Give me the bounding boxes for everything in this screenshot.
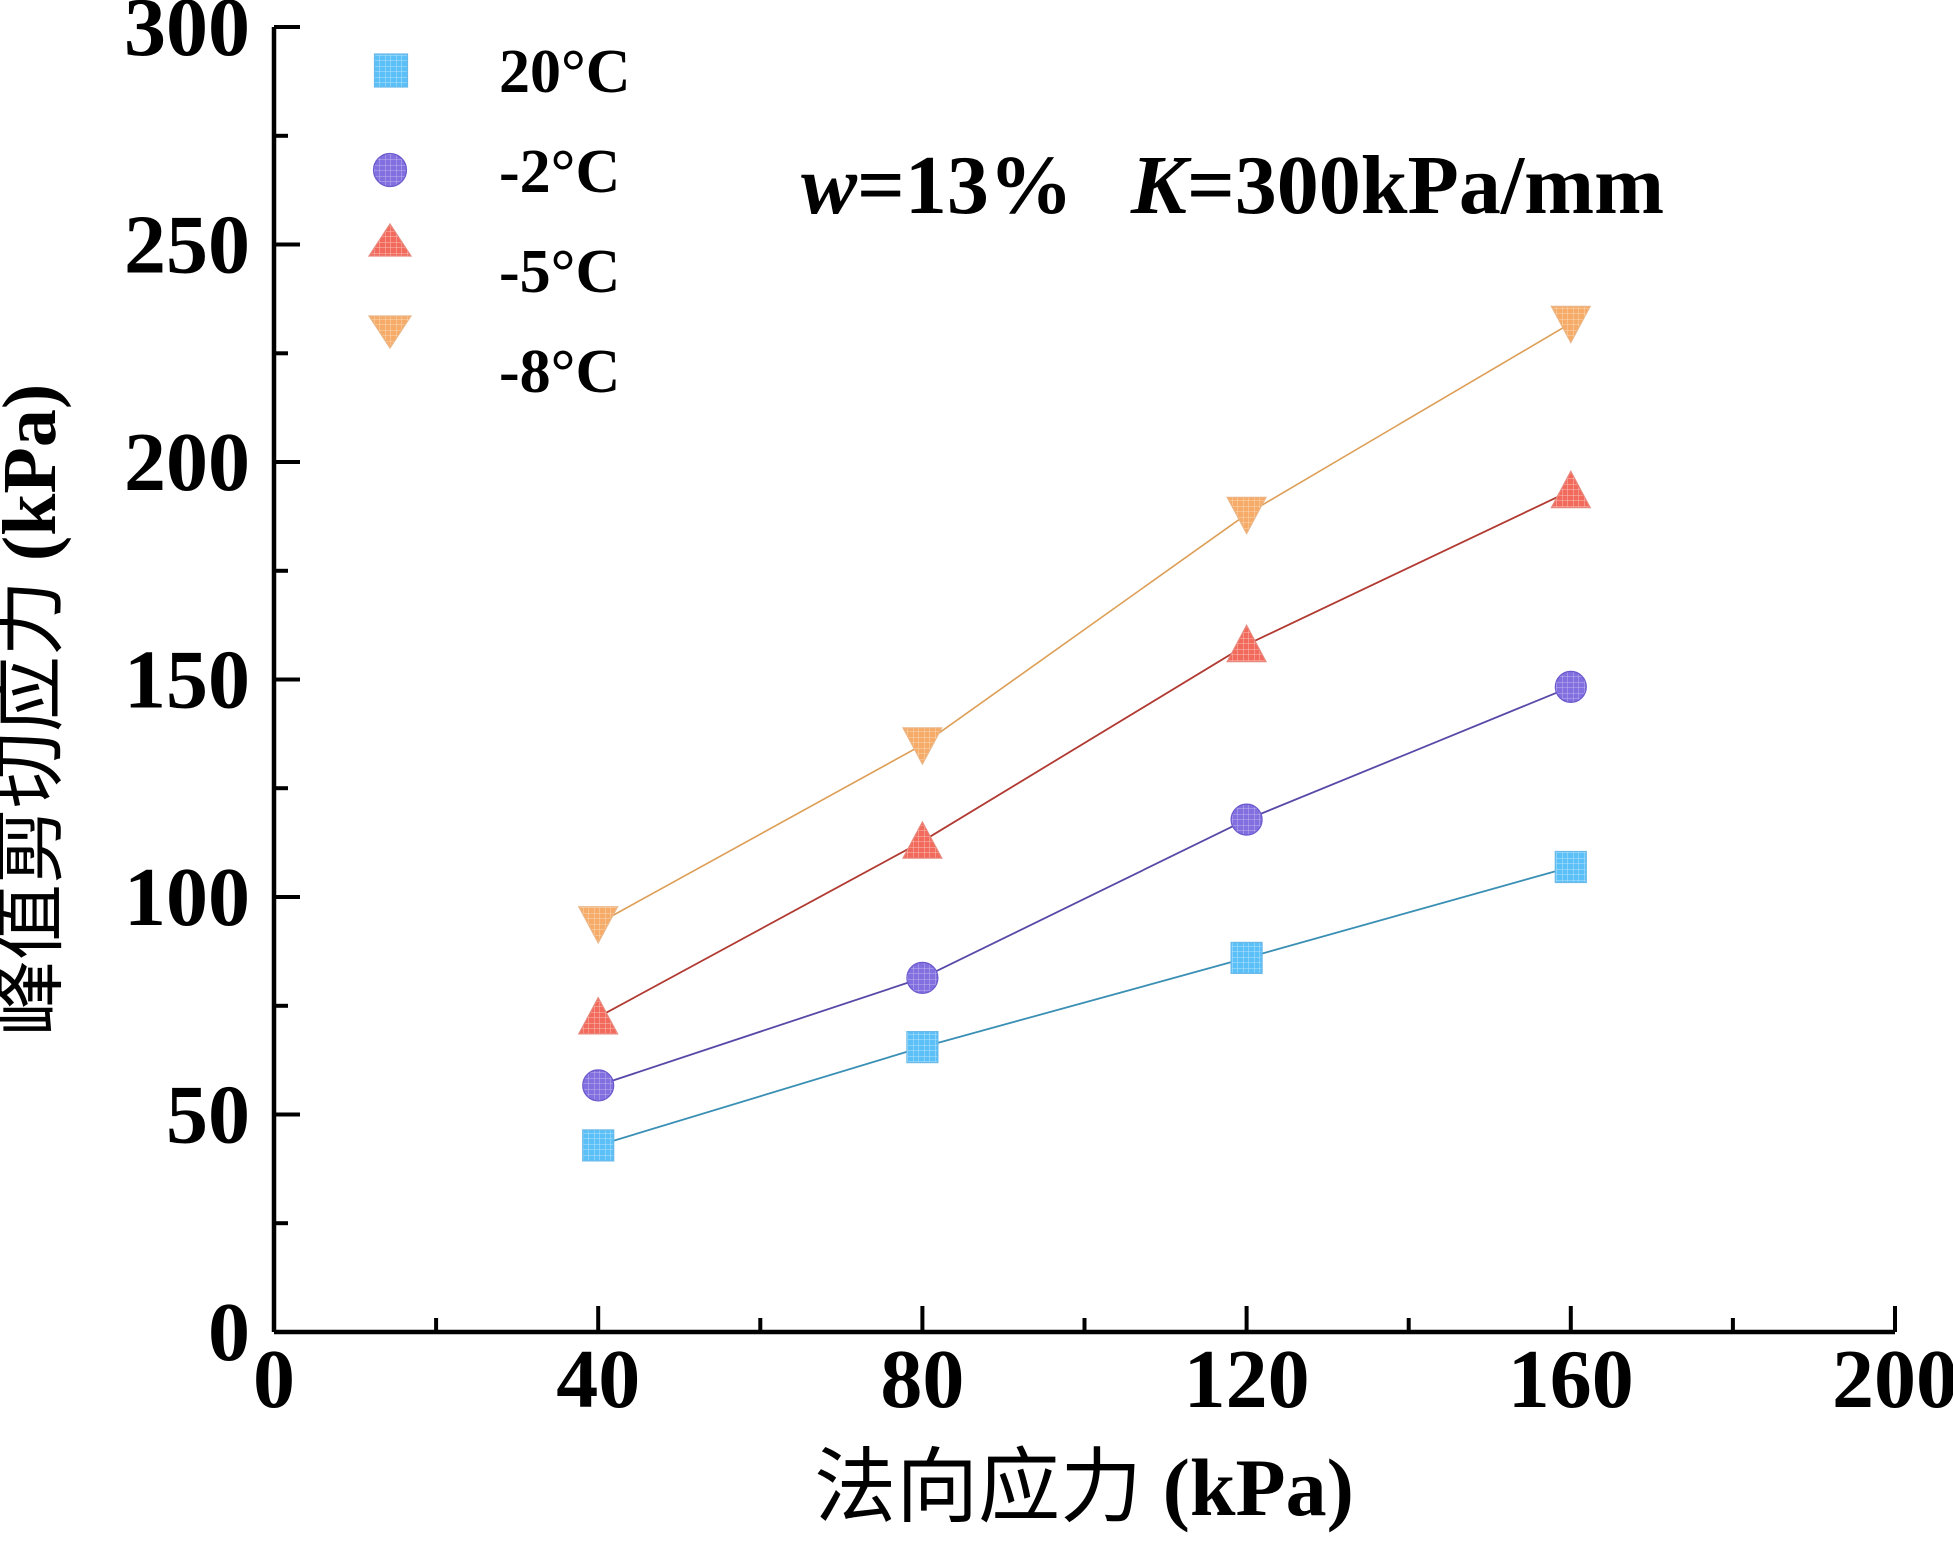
svg-text:50: 50 xyxy=(166,1069,250,1162)
svg-text:0: 0 xyxy=(208,1286,250,1379)
svg-text:120: 120 xyxy=(1184,1333,1310,1426)
svg-text:w=13%K=300kPa/mm: w=13% K=300kPa/mm xyxy=(801,139,1664,232)
svg-text:-5°C: -5°C xyxy=(499,238,620,306)
svg-text:40: 40 xyxy=(556,1333,640,1426)
svg-text:300: 300 xyxy=(124,0,250,74)
svg-text:100: 100 xyxy=(124,851,250,944)
svg-text:法向应力 (kPa): 法向应力 (kPa) xyxy=(814,1442,1354,1533)
svg-text:250: 250 xyxy=(124,199,250,292)
svg-text:80: 80 xyxy=(880,1333,964,1426)
svg-text:-8°C: -8°C xyxy=(499,338,620,406)
svg-text:150: 150 xyxy=(124,634,250,727)
svg-text:20°C: 20°C xyxy=(499,38,631,106)
svg-text:160: 160 xyxy=(1508,1333,1634,1426)
svg-text:0: 0 xyxy=(253,1333,295,1426)
svg-text:-2°C: -2°C xyxy=(499,138,620,206)
svg-text:200: 200 xyxy=(1832,1333,1953,1426)
svg-text:峰值剪切应力 (kPa): 峰值剪切应力 (kPa) xyxy=(0,384,72,1036)
svg-text:200: 200 xyxy=(124,416,250,509)
